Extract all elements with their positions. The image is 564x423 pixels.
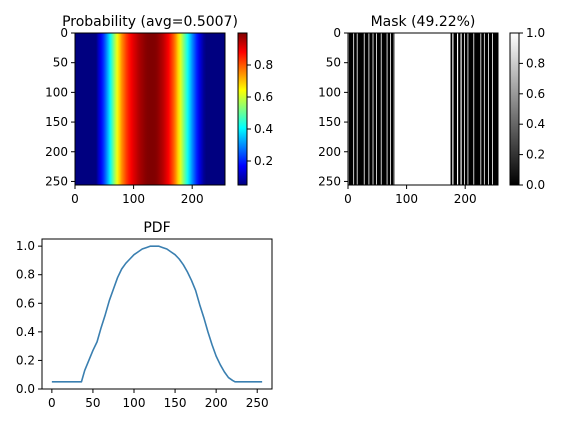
- probability-y-tick-label: 250: [45, 174, 68, 188]
- mask-colorbar-frame: [509, 32, 520, 186]
- pdf-y-tick-label: 0.0: [16, 382, 35, 396]
- pdf-y-tick-label: 1.0: [16, 239, 35, 253]
- probability-x-ticks: 0 100 200: [71, 185, 204, 206]
- probability-colorbar-tick-label: 0.8: [254, 58, 273, 72]
- mask-white-stripe: [480, 33, 482, 185]
- mask-colorbar-tick-label: 0.6: [526, 87, 545, 101]
- probability-colorbar-tick-label: 0.4: [254, 122, 273, 136]
- pdf-x-tick-label: 200: [205, 396, 228, 410]
- probability-colorbar-tick-label: 0.2: [254, 154, 273, 168]
- mask-white-stripe: [393, 33, 395, 185]
- pdf-y-tick-label: 0.4: [16, 325, 35, 339]
- probability-y-ticks: 0 50 100 150 200 250: [45, 26, 75, 188]
- probability-image: [75, 33, 225, 185]
- mask-y-tick-label: 50: [326, 56, 341, 70]
- pdf-y-tick-label: 0.8: [16, 268, 35, 282]
- probability-x-tick-label: 100: [122, 192, 145, 206]
- probability-panel: Probability (avg=0.5007) 0 100 200 0 50 100 1…: [45, 14, 238, 206]
- mask-white-stripe: [376, 33, 377, 185]
- mask-colorbar-fill: [510, 33, 519, 185]
- pdf-x-tick-label: 50: [85, 396, 100, 410]
- mask-white-stripe: [390, 33, 391, 185]
- mask-white-stripe: [353, 33, 355, 185]
- pdf-x-ticks: 0 50 100 150 200 250: [48, 389, 269, 410]
- pdf-panel: PDF 0 50 100 150 200 250 0.0 0.2 0.4 0.6 0.8 1.0: [16, 220, 273, 410]
- pdf-x-tick-label: 100: [123, 396, 146, 410]
- probability-y-tick-label: 200: [45, 145, 68, 159]
- mask-y-tick-label: 100: [318, 85, 341, 99]
- mask-white-stripe: [452, 33, 454, 185]
- mask-white-stripe: [386, 33, 388, 185]
- pdf-y-tick-label: 0.2: [16, 353, 35, 367]
- probability-colorbar-tick-label: 0.6: [254, 90, 273, 104]
- pdf-x-tick-label: 250: [246, 396, 269, 410]
- mask-x-tick-label: 100: [395, 192, 418, 206]
- probability-colorbar: 0.2 0.4 0.6 0.8: [237, 32, 273, 186]
- mask-y-tick-label: 250: [318, 174, 341, 188]
- mask-white-stripe: [456, 33, 459, 185]
- mask-y-tick-label: 150: [318, 115, 341, 129]
- mask-white-stripe: [356, 33, 358, 185]
- mask-y-ticks: 0 50 100 150 200 250: [318, 26, 348, 188]
- mask-white-stripe: [467, 33, 469, 185]
- mask-stripes: [348, 33, 493, 185]
- mask-title: Mask (49.22%): [371, 14, 476, 30]
- mask-colorbar-tick-label: 0.8: [526, 56, 545, 70]
- pdf-x-tick-label: 0: [48, 396, 56, 410]
- mask-white-stripe: [492, 33, 493, 185]
- pdf-series-line: [51, 245, 263, 383]
- mask-white-stripe: [372, 33, 374, 185]
- mask-white-stripe: [488, 33, 489, 185]
- mask-panel: Mask (49.22%) 0 100 200 0 50 100 150 200 250: [318, 14, 499, 206]
- probability-frame: [74, 32, 226, 186]
- mask-white-stripe: [473, 33, 475, 185]
- mask-colorbar-ticks: 0.0 0.2 0.4 0.6 0.8 1.0: [519, 26, 545, 192]
- mask-colorbar-tick-label: 0.4: [526, 117, 545, 131]
- mask-white-stripe: [368, 33, 370, 185]
- probability-x-tick-label: 200: [181, 192, 204, 206]
- mask-frame: [347, 32, 499, 186]
- probability-y-tick-label: 150: [45, 115, 68, 129]
- mask-x-tick-label: 0: [344, 192, 352, 206]
- probability-y-tick-label: 0: [60, 26, 68, 40]
- mask-y-tick-label: 200: [318, 145, 341, 159]
- mask-colorbar-tick-label: 0.0: [526, 178, 545, 192]
- mask-colorbar: 0.0 0.2 0.4 0.6 0.8 1.0: [509, 26, 545, 192]
- mask-white-stripe: [394, 33, 451, 185]
- mask-x-ticks: 0 100 200: [344, 185, 477, 206]
- mask-y-tick-label: 0: [333, 26, 341, 40]
- mask-colorbar-tick-label: 1.0: [526, 26, 545, 40]
- probability-y-tick-label: 50: [53, 56, 68, 70]
- probability-x-tick-label: 0: [71, 192, 79, 206]
- probability-y-tick-label: 100: [45, 85, 68, 99]
- pdf-x-tick-label: 150: [164, 396, 187, 410]
- probability-colorbar-ticks: 0.2 0.4 0.6 0.8: [247, 58, 273, 168]
- mask-x-tick-label: 200: [454, 192, 477, 206]
- mask-white-stripe: [483, 33, 485, 185]
- mask-white-stripe: [464, 33, 465, 185]
- probability-colorbar-frame: [237, 32, 248, 186]
- pdf-title: PDF: [143, 220, 170, 236]
- pdf-frame: [41, 238, 273, 390]
- mask-white-stripe: [380, 33, 382, 185]
- mask-white-stripe: [460, 33, 462, 185]
- mask-white-stripe: [363, 33, 365, 185]
- probability-colorbar-fill: [238, 33, 247, 185]
- pdf-y-tick-label: 0.6: [16, 296, 35, 310]
- pdf-y-ticks: 0.0 0.2 0.4 0.6 0.8 1.0: [16, 239, 42, 396]
- mask-colorbar-tick-label: 0.2: [526, 148, 545, 162]
- probability-title: Probability (avg=0.5007): [62, 14, 238, 30]
